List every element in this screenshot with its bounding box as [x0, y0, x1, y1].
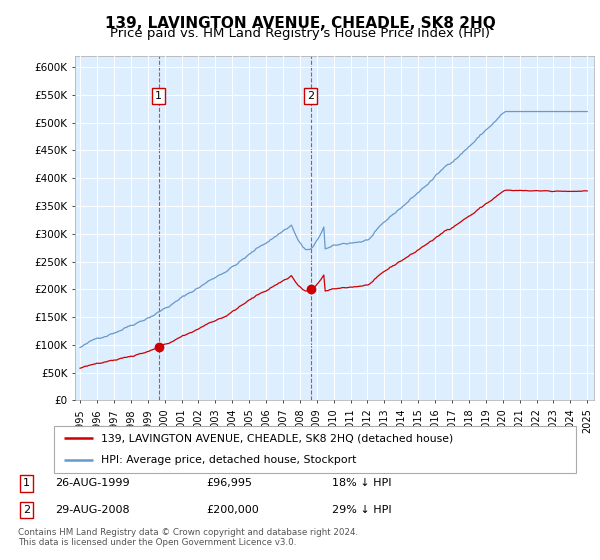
Text: 29-AUG-2008: 29-AUG-2008	[55, 505, 130, 515]
Text: 26-AUG-1999: 26-AUG-1999	[55, 478, 130, 488]
Text: 139, LAVINGTON AVENUE, CHEADLE, SK8 2HQ: 139, LAVINGTON AVENUE, CHEADLE, SK8 2HQ	[104, 16, 496, 31]
Text: HPI: Average price, detached house, Stockport: HPI: Average price, detached house, Stoc…	[101, 455, 356, 465]
Text: 1: 1	[23, 478, 30, 488]
Text: 2: 2	[23, 505, 30, 515]
Text: 18% ↓ HPI: 18% ↓ HPI	[331, 478, 391, 488]
FancyBboxPatch shape	[54, 426, 576, 473]
Text: Contains HM Land Registry data © Crown copyright and database right 2024.
This d: Contains HM Land Registry data © Crown c…	[18, 528, 358, 547]
Text: 29% ↓ HPI: 29% ↓ HPI	[331, 505, 391, 515]
Text: Price paid vs. HM Land Registry's House Price Index (HPI): Price paid vs. HM Land Registry's House …	[110, 27, 490, 40]
Text: 1: 1	[155, 91, 162, 101]
Text: £200,000: £200,000	[206, 505, 259, 515]
Text: £96,995: £96,995	[206, 478, 252, 488]
Text: 2: 2	[307, 91, 314, 101]
Text: 139, LAVINGTON AVENUE, CHEADLE, SK8 2HQ (detached house): 139, LAVINGTON AVENUE, CHEADLE, SK8 2HQ …	[101, 433, 453, 444]
